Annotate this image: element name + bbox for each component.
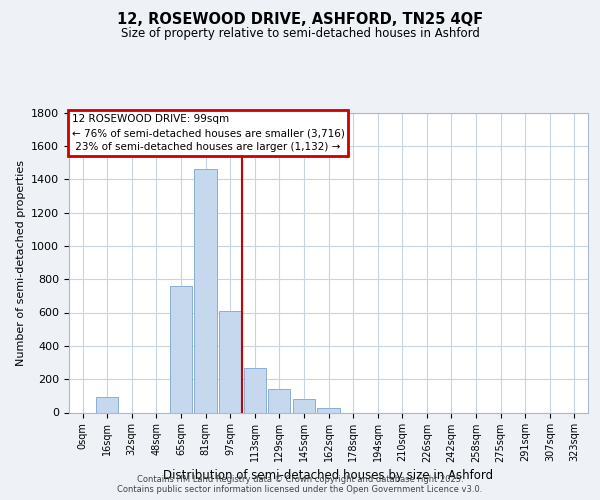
X-axis label: Distribution of semi-detached houses by size in Ashford: Distribution of semi-detached houses by … — [163, 468, 494, 481]
Bar — [244, 368, 266, 412]
Bar — [170, 286, 192, 412]
Text: 12 ROSEWOOD DRIVE: 99sqm
← 76% of semi-detached houses are smaller (3,716)
 23% : 12 ROSEWOOD DRIVE: 99sqm ← 76% of semi-d… — [71, 114, 344, 152]
Text: Contains HM Land Registry data © Crown copyright and database right 2025.
Contai: Contains HM Land Registry data © Crown c… — [118, 474, 482, 494]
Text: 12, ROSEWOOD DRIVE, ASHFORD, TN25 4QF: 12, ROSEWOOD DRIVE, ASHFORD, TN25 4QF — [117, 12, 483, 28]
Y-axis label: Number of semi-detached properties: Number of semi-detached properties — [16, 160, 26, 366]
Bar — [317, 408, 340, 412]
Bar — [293, 399, 315, 412]
Bar — [219, 311, 241, 412]
Text: Size of property relative to semi-detached houses in Ashford: Size of property relative to semi-detach… — [121, 28, 479, 40]
Bar — [96, 396, 118, 412]
Bar — [194, 169, 217, 412]
Bar — [268, 389, 290, 412]
